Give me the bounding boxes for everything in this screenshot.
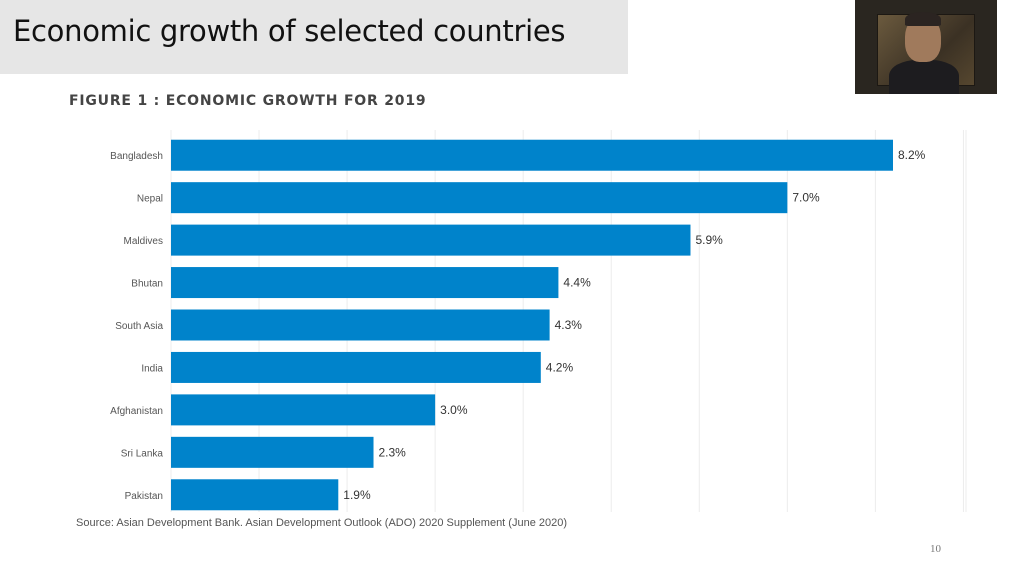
bar (171, 436, 374, 468)
category-label: Bhutan (131, 279, 163, 290)
presenter-body (889, 60, 959, 94)
data-label: 8.2% (898, 148, 926, 162)
presenter-webcam (855, 0, 997, 94)
bar (171, 309, 550, 341)
data-label: 2.3% (379, 445, 407, 459)
title-band (0, 0, 628, 74)
bar (171, 351, 541, 383)
bar (171, 479, 339, 511)
source-note: Source: Asian Development Bank. Asian De… (76, 517, 567, 529)
category-label: Afghanistan (110, 406, 163, 417)
category-label: Bangladesh (110, 151, 163, 162)
category-label: Nepal (137, 194, 163, 205)
page-number: 10 (930, 543, 941, 555)
slide-title: Economic growth of selected countries (13, 14, 566, 48)
data-label: 4.2% (546, 360, 574, 374)
bar (171, 394, 436, 426)
bar (171, 224, 691, 256)
data-label: 7.0% (792, 191, 820, 205)
category-label: Sri Lanka (121, 448, 164, 459)
presenter-hair (905, 12, 941, 26)
bar (171, 182, 788, 214)
category-label: South Asia (115, 321, 163, 332)
category-label: India (141, 363, 163, 374)
bar (171, 267, 559, 299)
bar (171, 139, 893, 171)
category-label: Maldives (124, 236, 163, 247)
data-label: 4.3% (555, 318, 583, 332)
category-label: Pakistan (125, 491, 163, 502)
data-label: 1.9% (343, 488, 371, 502)
data-label: 4.4% (563, 276, 591, 290)
data-label: 5.9% (695, 233, 723, 247)
figure-heading: FIGURE 1 : ECONOMIC GROWTH FOR 2019 (69, 93, 427, 109)
data-label: 3.0% (440, 403, 468, 417)
